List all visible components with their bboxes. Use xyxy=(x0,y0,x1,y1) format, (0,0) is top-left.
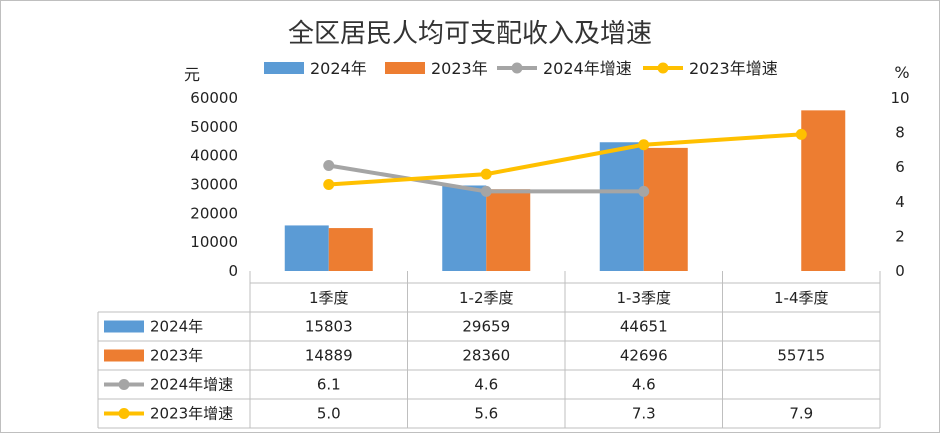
bar-2024年-1季度 xyxy=(284,225,329,271)
table-row-label: 2023年 xyxy=(150,347,203,365)
left-axis-unit: 元 xyxy=(184,65,200,84)
point-2024年增速 xyxy=(480,185,492,197)
right-axis-tick: 10 xyxy=(890,89,909,107)
table-legend-marker xyxy=(118,379,130,390)
bar-2023年-1季度 xyxy=(328,228,373,271)
line-2023年增速 xyxy=(328,132,802,187)
table-cell: 6.1 xyxy=(317,376,341,394)
point-2023年增速 xyxy=(638,139,650,151)
table-cell: 29659 xyxy=(462,318,510,336)
right-axis-tick: 8 xyxy=(895,124,905,142)
point-2023年增速 xyxy=(480,168,492,180)
legend-swatch xyxy=(264,62,304,74)
table-cell: 44651 xyxy=(620,318,668,336)
left-axis-ticks: 60000 50000 40000 30000 20000 10000 0 xyxy=(190,89,238,280)
table-row-label: 2023年增速 xyxy=(150,405,233,423)
right-axis-tick: 6 xyxy=(895,158,905,176)
table-cell: 4.6 xyxy=(474,376,498,394)
left-axis-tick: 30000 xyxy=(190,176,238,194)
category-label: 1-4季度 xyxy=(774,289,829,307)
right-axis-unit: % xyxy=(894,63,909,82)
category-label: 1-3季度 xyxy=(617,289,672,307)
bars xyxy=(284,110,846,272)
bar-2024年-1-3季度 xyxy=(599,142,644,271)
left-axis-tick: 0 xyxy=(228,262,238,280)
left-axis-tick: 40000 xyxy=(190,147,238,165)
point-2023年增速 xyxy=(323,179,335,190)
left-axis-tick: 60000 xyxy=(190,89,238,107)
right-axis-ticks: 10 8 6 4 2 0 xyxy=(890,89,909,280)
left-axis-tick: 50000 xyxy=(190,118,238,136)
category-label: 1季度 xyxy=(309,289,349,307)
point-2023年增速 xyxy=(795,128,807,140)
table-cell: 5.6 xyxy=(474,405,498,423)
point-2024年增速 xyxy=(638,185,650,197)
legend: 2024年 2023年 2024年增速 2023年增速 xyxy=(264,59,778,78)
point-2024年增速 xyxy=(323,159,335,171)
table-legend-key xyxy=(104,349,144,362)
table-cell: 55715 xyxy=(777,347,825,365)
bar-2024年-1-2季度 xyxy=(442,185,487,271)
legend-label: 2023年 xyxy=(431,59,488,78)
table-cell: 5.0 xyxy=(317,405,341,423)
table-cell: 42696 xyxy=(620,347,668,365)
category-label: 1-2季度 xyxy=(459,289,514,307)
bar-2023年-1-4季度 xyxy=(801,110,846,272)
right-axis-tick: 2 xyxy=(895,227,905,245)
data-table: 1季度 1-2季度 1-3季度 1-4季度 2024年 15803 29659 44651 20… xyxy=(97,271,881,429)
legend-swatch xyxy=(385,62,425,74)
left-axis-tick: 10000 xyxy=(190,233,238,251)
legend-marker xyxy=(511,62,523,74)
table-cell: 4.6 xyxy=(632,376,656,394)
right-axis-tick: 0 xyxy=(895,262,905,280)
table-cell: 28360 xyxy=(462,347,510,365)
table-legend-marker xyxy=(118,408,130,419)
table-legend-key xyxy=(104,320,144,333)
left-axis-tick: 20000 xyxy=(190,204,238,222)
chart-title: 全区居民人均可支配收入及增速 xyxy=(288,19,652,49)
legend-marker xyxy=(657,62,669,74)
legend-label: 2023年增速 xyxy=(689,59,778,78)
table-cell: 7.3 xyxy=(632,405,656,423)
table-row-label: 2024年增速 xyxy=(150,376,233,394)
table-cell: 15803 xyxy=(305,318,353,336)
legend-label: 2024年 xyxy=(310,59,367,78)
lines xyxy=(323,128,807,197)
bar-2023年-1-2季度 xyxy=(486,189,531,271)
bar-2023年-1-3季度 xyxy=(643,147,688,271)
table-cell: 14889 xyxy=(305,347,353,365)
table-cell: 7.9 xyxy=(789,405,813,423)
legend-label: 2024年增速 xyxy=(543,59,632,78)
right-axis-tick: 4 xyxy=(895,193,905,211)
table-row-label: 2024年 xyxy=(150,318,203,336)
